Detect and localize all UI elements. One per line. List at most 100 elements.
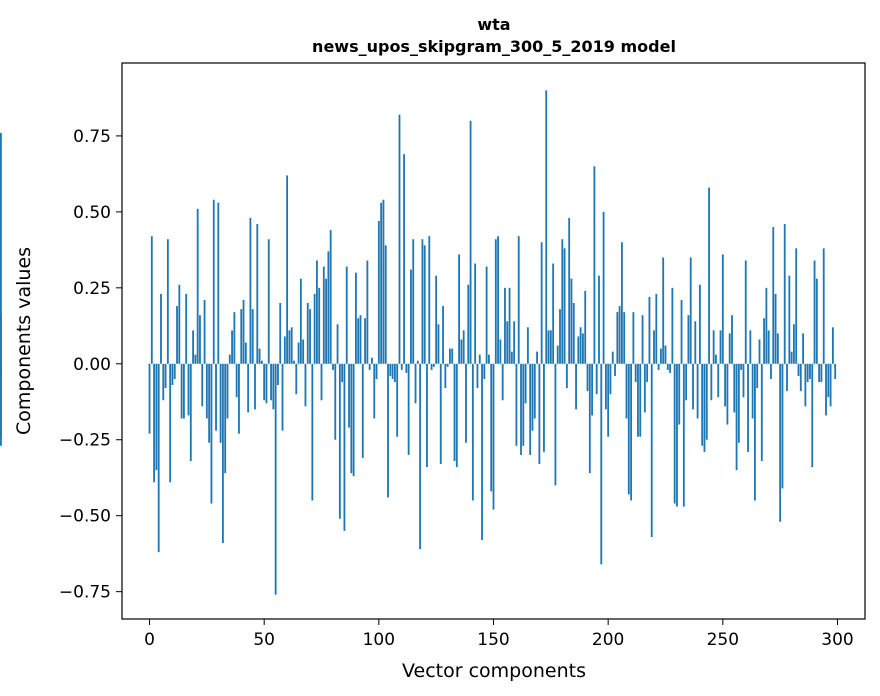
bar <box>659 348 662 364</box>
bar <box>643 363 646 413</box>
bar <box>196 208 199 364</box>
y-tick-label: −0.50 <box>59 507 111 527</box>
bar <box>733 363 736 413</box>
bar <box>747 363 749 452</box>
bar <box>751 363 754 419</box>
bar <box>359 315 362 364</box>
x-axis-label: Vector components <box>402 660 586 682</box>
bar <box>664 345 667 364</box>
bar <box>774 293 777 364</box>
bar <box>430 363 433 370</box>
bar <box>414 363 417 404</box>
bar <box>185 293 188 364</box>
bar <box>251 309 254 364</box>
bar <box>724 363 727 407</box>
bar <box>632 312 635 364</box>
bar <box>586 363 589 392</box>
bar <box>329 230 332 364</box>
bar <box>247 363 250 413</box>
bar <box>244 342 247 364</box>
bar <box>822 248 825 364</box>
bar <box>497 236 499 364</box>
bar <box>295 363 298 395</box>
bar <box>494 239 497 364</box>
bar <box>802 333 804 364</box>
bar <box>233 312 236 364</box>
bar <box>341 363 344 383</box>
bar <box>148 363 151 434</box>
bar <box>478 354 481 364</box>
bar <box>701 363 704 446</box>
bar <box>164 363 167 389</box>
bar <box>481 363 483 541</box>
bar <box>813 260 816 364</box>
bar <box>708 187 710 364</box>
bar <box>267 239 270 364</box>
bar <box>277 363 279 386</box>
bar <box>618 306 621 364</box>
bar <box>309 309 311 364</box>
bar <box>666 363 669 370</box>
bar <box>387 363 389 498</box>
bar <box>650 363 653 537</box>
bar <box>728 333 731 364</box>
bar <box>235 363 238 398</box>
bar <box>756 363 759 389</box>
bar <box>680 299 683 364</box>
bar <box>407 363 410 455</box>
bar <box>825 363 827 416</box>
chart-title: wta <box>477 15 510 34</box>
bar <box>641 315 644 364</box>
bar <box>421 239 424 364</box>
bar <box>584 290 587 364</box>
bar <box>288 330 291 364</box>
bar <box>240 309 243 364</box>
y-axis-ticks: −0.75 −0.50 −0.25 0.00 0.25 0.50 0.75 <box>59 127 122 603</box>
bar <box>467 284 470 364</box>
bar <box>561 239 564 364</box>
bar <box>492 363 495 510</box>
bar <box>600 363 603 565</box>
bar <box>749 330 752 364</box>
bar <box>338 363 341 519</box>
bar <box>442 306 444 364</box>
bar <box>465 363 467 443</box>
bar <box>682 363 685 507</box>
bar <box>792 324 795 364</box>
bar <box>348 363 350 428</box>
bar <box>178 284 181 364</box>
x-tick-label: 0 <box>144 630 155 650</box>
bar <box>332 363 334 370</box>
bar <box>758 339 761 364</box>
bar <box>455 363 458 468</box>
bar <box>554 363 557 486</box>
bar <box>0 132 2 364</box>
bar <box>549 330 552 364</box>
bar <box>219 363 222 443</box>
bar <box>820 363 823 383</box>
bar <box>428 236 431 364</box>
bar <box>393 363 396 383</box>
bar <box>572 303 575 364</box>
bar <box>634 363 637 383</box>
bar <box>508 287 511 364</box>
bar <box>322 266 325 364</box>
x-tick-label: 200 <box>592 630 624 650</box>
bar <box>382 199 385 364</box>
bar <box>671 287 674 364</box>
bar <box>471 363 474 501</box>
bar <box>499 339 502 364</box>
bar <box>829 363 832 407</box>
bar <box>735 363 738 471</box>
y-axis-label: Components values <box>13 247 35 435</box>
bar <box>357 318 360 364</box>
bar <box>797 363 800 376</box>
bar <box>316 260 318 364</box>
bar <box>354 272 357 364</box>
bar <box>270 363 272 401</box>
bar <box>524 363 527 404</box>
bar <box>742 363 745 398</box>
plot-frame <box>121 62 866 620</box>
bar <box>779 363 782 522</box>
bar <box>290 327 293 364</box>
